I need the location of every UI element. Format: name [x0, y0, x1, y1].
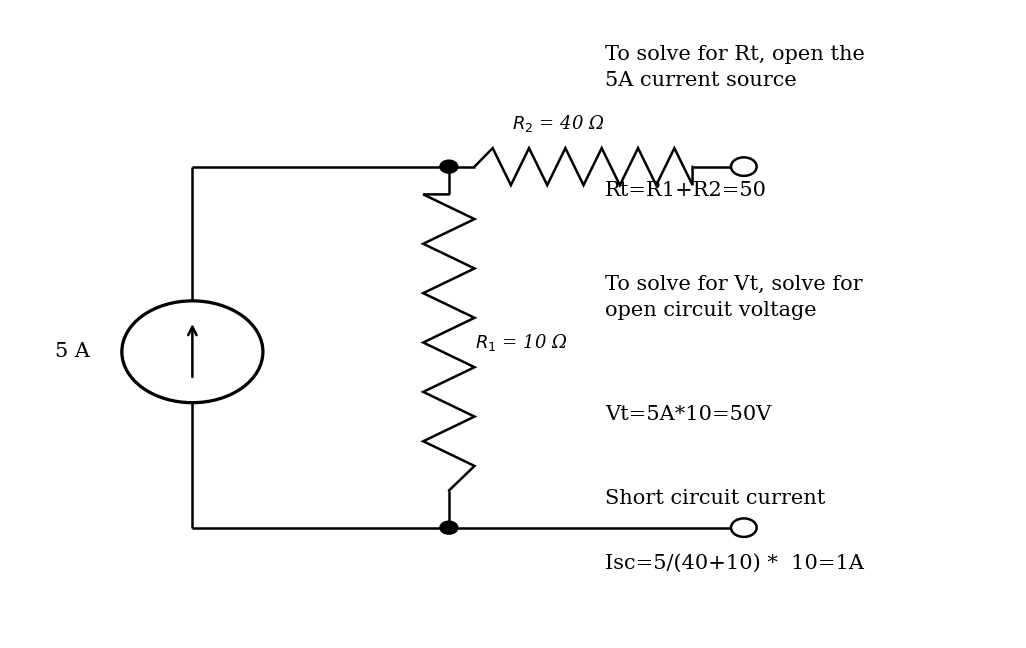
Text: Isc=5/(40+10) *  10=1A: Isc=5/(40+10) * 10=1A: [605, 554, 864, 573]
Circle shape: [440, 160, 458, 173]
Circle shape: [731, 157, 757, 176]
Text: $R_1$ = 10 Ω: $R_1$ = 10 Ω: [474, 332, 567, 353]
Text: Rt=R1+R2=50: Rt=R1+R2=50: [605, 181, 767, 200]
Text: Vt=5A*10=50V: Vt=5A*10=50V: [605, 405, 772, 424]
Circle shape: [731, 518, 757, 537]
Text: $R_2$ = 40 Ω: $R_2$ = 40 Ω: [512, 113, 604, 134]
Text: Short circuit current: Short circuit current: [605, 489, 826, 508]
Text: To solve for Vt, solve for
open circuit voltage: To solve for Vt, solve for open circuit …: [605, 275, 863, 320]
Text: To solve for Rt, open the
5A current source: To solve for Rt, open the 5A current sou…: [605, 45, 865, 90]
Text: 5 A: 5 A: [54, 342, 89, 362]
Circle shape: [440, 521, 458, 534]
